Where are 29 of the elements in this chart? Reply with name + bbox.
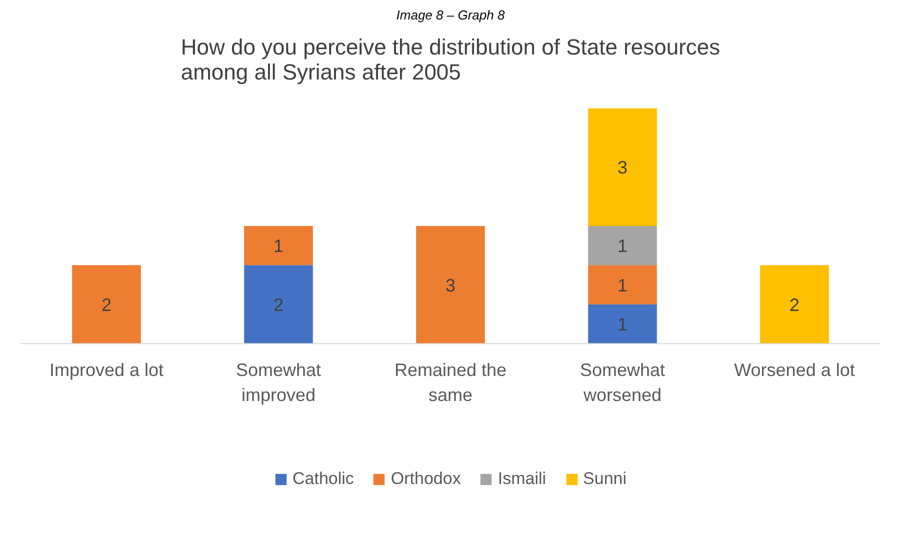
x-tick-label: Somewhat worsened — [580, 360, 666, 406]
x-tick-label: Remained the same — [394, 360, 507, 406]
legend-label: Ismaili — [498, 469, 546, 489]
bar — [588, 265, 657, 304]
text: Image 8 – Graph 8 — [396, 8, 506, 22]
legend-label: Sunni — [583, 469, 627, 489]
bar — [244, 226, 313, 266]
bar — [244, 265, 313, 344]
legend-label: Catholic — [292, 469, 354, 489]
bar — [588, 304, 657, 344]
bar — [588, 108, 657, 226]
x-tick-label: Worsened a lot — [734, 360, 855, 380]
data-label: 1 — [617, 314, 628, 335]
legend-label: Orthodox — [390, 469, 461, 489]
bar — [72, 265, 141, 344]
bar — [416, 226, 485, 344]
data-label: 2 — [789, 294, 800, 315]
data-label: 2 — [273, 294, 284, 315]
chart-title: How do you perceive the distribution of State resources among all Syrians after 2005 — [180, 34, 720, 84]
data-label: 3 — [445, 275, 456, 296]
data-label: 1 — [617, 236, 628, 256]
x-tick-label: Improved a lot — [49, 360, 164, 380]
data-label: 1 — [273, 236, 284, 256]
data-label: 1 — [617, 275, 628, 296]
bar — [588, 226, 657, 266]
data-label: 2 — [101, 294, 112, 315]
data-label: 3 — [617, 158, 628, 178]
x-tick-label: Somewhat improved — [236, 360, 322, 406]
bar — [760, 265, 829, 344]
